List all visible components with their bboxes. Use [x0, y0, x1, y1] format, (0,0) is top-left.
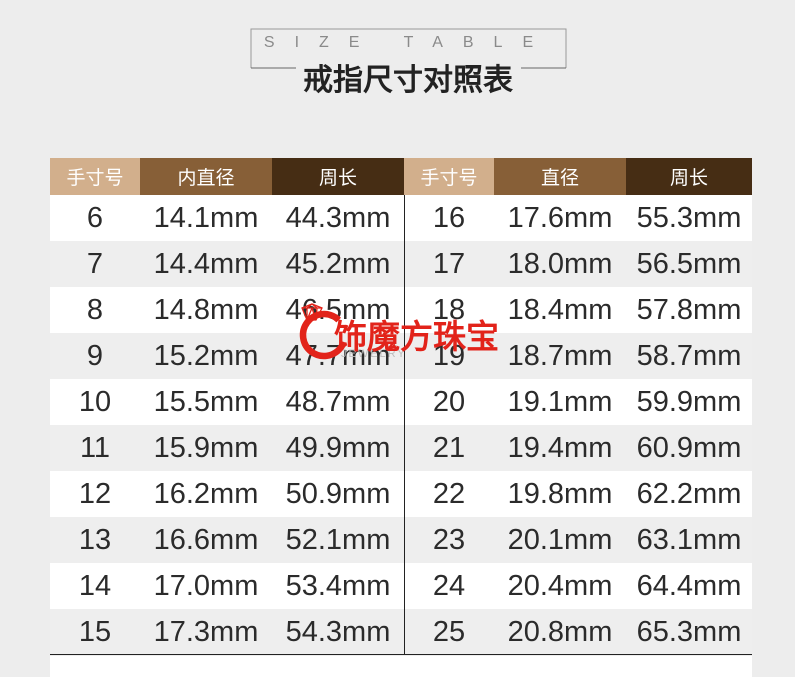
- svg-text:饰魔方珠宝: 饰魔方珠宝: [334, 318, 499, 355]
